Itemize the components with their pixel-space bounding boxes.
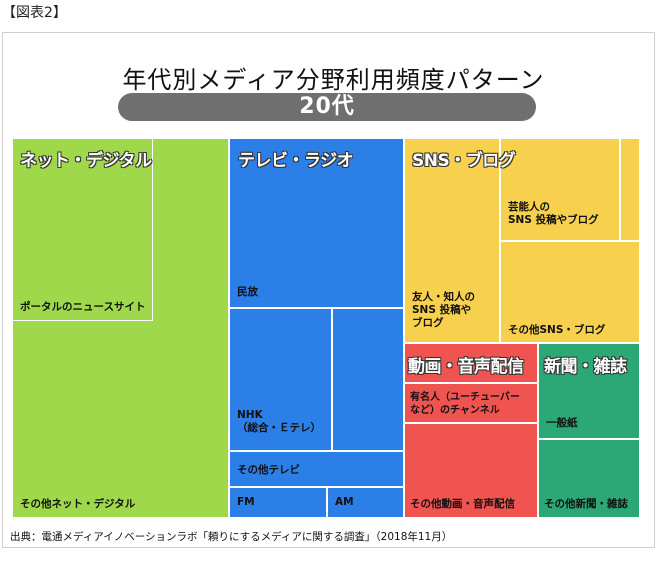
- chart-title: 年代別メディア分野利用頻度パターン: [122, 66, 545, 94]
- treemap-cell-minpo: [229, 138, 404, 308]
- item-label-am: AM: [335, 496, 354, 508]
- item-label-other-net: その他ネット・デジタル: [20, 498, 136, 510]
- category-label-net: ネット・デジタル: [20, 151, 152, 171]
- category-label-tv: テレビ・ラジオ: [238, 151, 354, 171]
- category-label-video: 動画・音声配信: [408, 357, 524, 377]
- figure-label: 【図表2】: [2, 5, 67, 21]
- category-label-sns: SNS・ブログ: [412, 151, 516, 171]
- treemap-cell-celebrity-sns: [500, 138, 620, 241]
- item-label-other-video: その他動画・音声配信: [410, 498, 515, 510]
- item-label-other-news: その他新聞・雑誌: [544, 498, 628, 510]
- treemap-cell-newspaper: [538, 343, 640, 439]
- treemap-cell-other-tv: [229, 451, 404, 487]
- treemap-cell-sns-sliver: [620, 138, 640, 241]
- treemap-cell-friend-sns: [404, 138, 500, 343]
- treemap-cell-other-news: [538, 439, 640, 518]
- treemap-cell-am: [327, 487, 404, 518]
- item-label-portal-news: ポータルのニュースサイト: [20, 301, 146, 313]
- item-label-friend-sns: 友人・知人の SNS 投稿や ブログ: [412, 291, 475, 330]
- treemap-cell-nhk: [229, 308, 332, 451]
- item-label-other-tv: その他テレビ: [237, 464, 300, 476]
- treemap-cell-other-video: [404, 423, 538, 518]
- item-label-nhk: NHK （総合・Ｅテレ）: [237, 409, 321, 435]
- item-label-minpo: 民放: [237, 286, 258, 298]
- treemap-cell-tv-unlabeled: [332, 308, 404, 451]
- source-note: 出典：電通メディアイノベーションラボ「頼りにするメディアに関する調査」（2018…: [10, 531, 453, 543]
- item-label-newspaper: 一般紙: [546, 417, 578, 429]
- item-label-fm: FM: [237, 496, 255, 508]
- treemap-cell-portal-news: [12, 138, 153, 321]
- treemap-cell-youtuber: [404, 383, 538, 423]
- treemap-cell-video-header: [404, 343, 538, 383]
- treemap-cell-other-sns: [500, 241, 640, 343]
- item-label-celebrity-sns: 芸能人の SNS 投稿やブログ: [508, 201, 599, 227]
- item-label-other-sns: その他SNS・ブログ: [508, 324, 606, 336]
- category-label-news: 新聞・雑誌: [544, 357, 627, 377]
- age-group-badge: 20代: [118, 93, 536, 121]
- item-label-youtuber: 有名人（ユーチューバー など）のチャンネル: [410, 392, 520, 416]
- treemap-cell-fm: [229, 487, 327, 518]
